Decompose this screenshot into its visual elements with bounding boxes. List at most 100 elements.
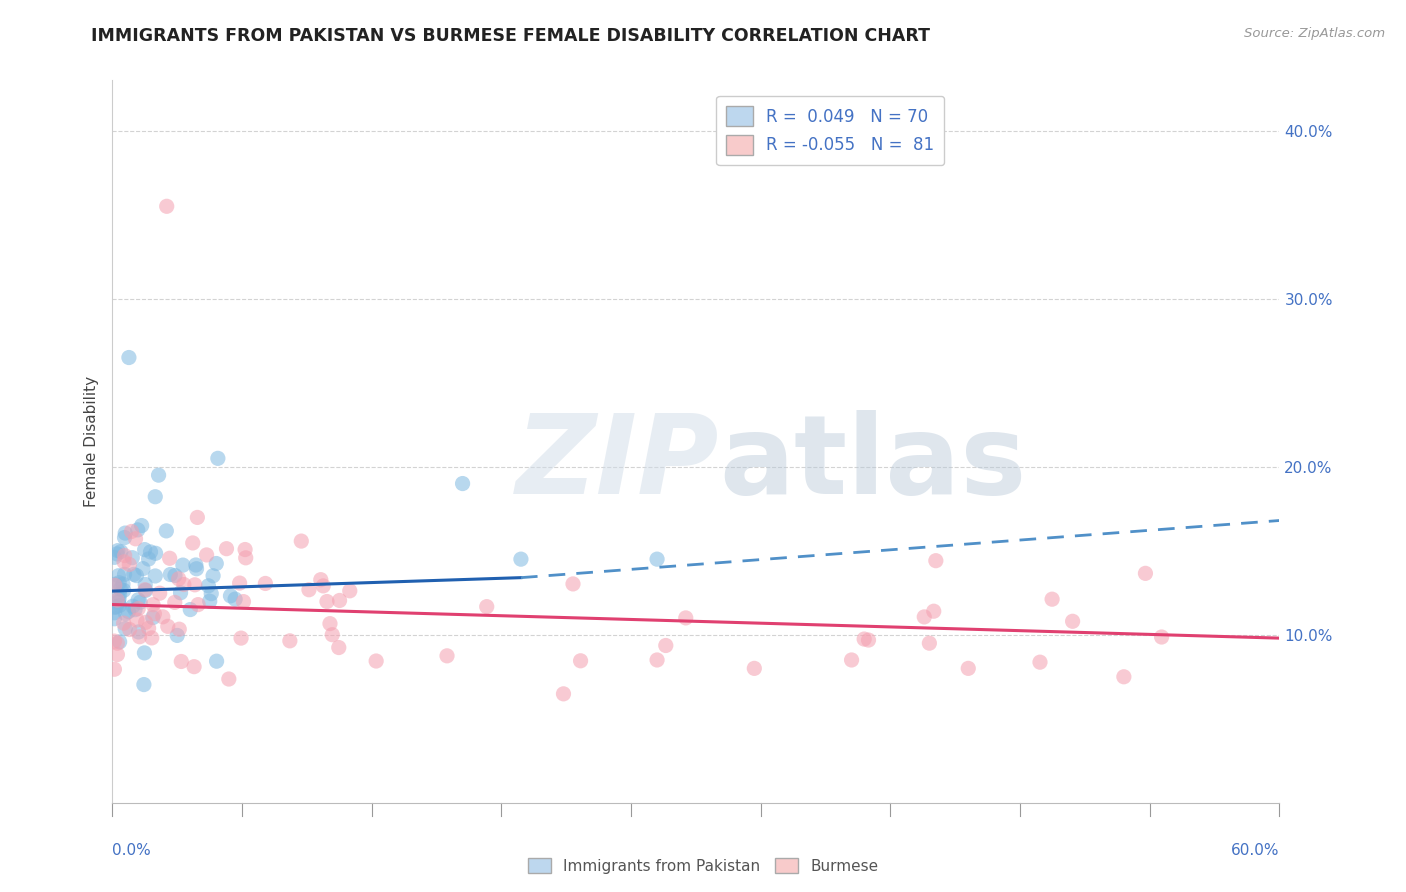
Point	[186, 562, 208, 576]
Point	[114, 549, 136, 563]
Point	[202, 568, 225, 582]
Point	[218, 672, 240, 686]
Point	[957, 661, 980, 675]
Point	[145, 546, 167, 560]
Point	[125, 568, 148, 582]
Point	[118, 558, 141, 572]
Point	[121, 599, 143, 614]
Point	[110, 582, 132, 596]
Point	[290, 534, 312, 549]
Point	[143, 490, 166, 504]
Point	[128, 630, 150, 644]
Point	[107, 648, 129, 662]
Point	[121, 550, 143, 565]
Point	[103, 662, 125, 676]
Point	[655, 639, 678, 653]
Point	[114, 607, 136, 621]
Point	[143, 607, 166, 621]
Point	[319, 616, 342, 631]
Point	[167, 622, 190, 636]
Point	[321, 628, 343, 642]
Point	[1040, 592, 1063, 607]
Legend: R =  0.049   N = 70, R = -0.055   N =  81: R = 0.049 N = 70, R = -0.055 N = 81	[716, 95, 945, 165]
Point	[166, 628, 188, 642]
Point	[569, 654, 592, 668]
Text: IMMIGRANTS FROM PAKISTAN VS BURMESE FEMALE DISABILITY CORRELATION CHART: IMMIGRANTS FROM PAKISTAN VS BURMESE FEMA…	[91, 27, 931, 45]
Point	[127, 592, 149, 607]
Point	[112, 583, 135, 598]
Point	[124, 532, 146, 546]
Point	[187, 598, 209, 612]
Point	[111, 577, 134, 591]
Point	[224, 592, 246, 607]
Point	[131, 518, 153, 533]
Point	[138, 552, 160, 566]
Point	[103, 634, 125, 648]
Point	[163, 568, 186, 582]
Point	[142, 598, 165, 612]
Point	[134, 582, 156, 597]
Point	[232, 594, 254, 608]
Point	[853, 632, 876, 646]
Point	[858, 633, 880, 648]
Point	[339, 583, 361, 598]
Point	[254, 576, 277, 591]
Text: Source: ZipAtlas.com: Source: ZipAtlas.com	[1244, 27, 1385, 40]
Point	[139, 545, 162, 559]
Point	[107, 595, 129, 609]
Point	[167, 572, 190, 586]
Point	[328, 640, 350, 655]
Point	[1062, 615, 1084, 629]
Point	[103, 606, 125, 620]
Point	[170, 655, 193, 669]
Point	[451, 476, 474, 491]
Point	[233, 542, 256, 557]
Point	[169, 586, 191, 600]
Point	[134, 577, 156, 591]
Point	[118, 351, 141, 365]
Point	[142, 610, 165, 624]
Point	[105, 636, 128, 650]
Point	[114, 622, 136, 636]
Point	[1029, 655, 1052, 669]
Point	[184, 578, 207, 592]
Point	[108, 591, 131, 606]
Point	[912, 610, 935, 624]
Point	[186, 510, 208, 524]
Point	[366, 654, 388, 668]
Point	[198, 594, 221, 608]
Point	[159, 551, 181, 566]
Point	[122, 567, 145, 582]
Point	[181, 536, 204, 550]
Point	[127, 523, 149, 537]
Point	[121, 524, 143, 539]
Point	[103, 612, 125, 626]
Y-axis label: Female Disability: Female Disability	[83, 376, 98, 508]
Point	[129, 595, 152, 609]
Point	[1112, 670, 1135, 684]
Point	[645, 653, 668, 667]
Point	[152, 610, 174, 624]
Point	[114, 531, 136, 545]
Point	[125, 613, 148, 627]
Point	[105, 599, 128, 614]
Point	[215, 541, 238, 556]
Point	[436, 648, 458, 663]
Point	[104, 577, 127, 591]
Text: ZIP: ZIP	[516, 409, 720, 516]
Point	[117, 605, 139, 619]
Point	[108, 588, 131, 602]
Point	[155, 524, 177, 538]
Point	[107, 543, 129, 558]
Point	[179, 602, 201, 616]
Point	[103, 600, 125, 615]
Text: 0.0%: 0.0%	[112, 843, 152, 857]
Point	[184, 558, 207, 572]
Point	[1135, 566, 1157, 581]
Point	[141, 631, 163, 645]
Point	[128, 624, 150, 639]
Point	[235, 550, 257, 565]
Point	[134, 646, 156, 660]
Point	[173, 577, 195, 591]
Point	[744, 661, 766, 675]
